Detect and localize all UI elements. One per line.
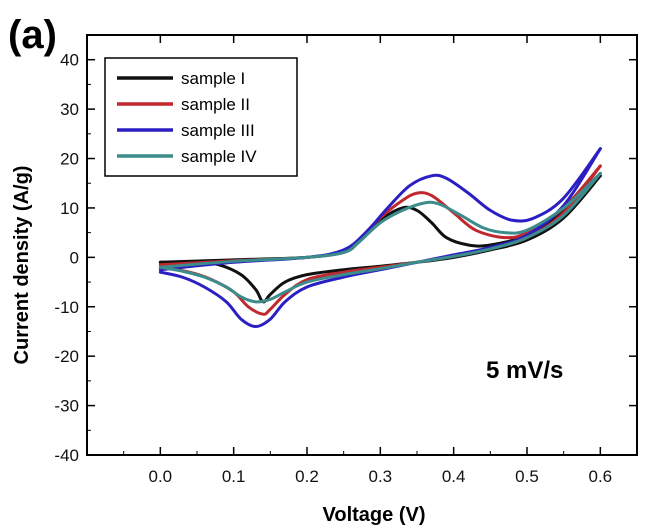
x-tick-label: 0.6 — [589, 467, 613, 486]
x-axis: 0.0 0.1 0.2 0.3 0.4 0.5 0.6 — [123, 35, 638, 486]
series-line-cathodic — [158, 171, 602, 304]
x-axis-title: Voltage (V) — [323, 504, 426, 526]
x-tick-label: 0.1 — [222, 467, 246, 486]
series-1 — [158, 174, 602, 304]
y-tick-label: -20 — [54, 347, 79, 366]
series-line-anodic — [158, 171, 602, 269]
series-group — [158, 147, 602, 329]
y-tick-label: 20 — [60, 150, 79, 169]
x-tick-label: 0.4 — [442, 467, 466, 486]
plot-frame — [86, 34, 638, 456]
series-2 — [158, 164, 602, 316]
series-line-cathodic — [158, 164, 602, 316]
legend-label: sample I — [181, 69, 245, 88]
x-tick-label: 0.2 — [295, 467, 319, 486]
plot-border — [86, 34, 638, 456]
y-tick-label: -40 — [54, 446, 79, 465]
legend-label: sample II — [181, 95, 250, 114]
x-tick-label: 0.5 — [515, 467, 539, 486]
x-tick-label: 0.0 — [149, 467, 173, 486]
y-tick-label: -30 — [54, 397, 79, 416]
legend-label: sample III — [181, 121, 255, 140]
x-tick-label: 0.3 — [369, 467, 393, 486]
panel-label: (a) — [8, 13, 57, 57]
y-tick-label: 0 — [70, 248, 79, 267]
y-tick-label: -10 — [54, 298, 79, 317]
y-axis: -40 -30 -20 -10 0 10 20 30 40 — [54, 34, 637, 465]
scan-rate-annotation: 5 mV/s — [486, 357, 563, 384]
legend-label: sample IV — [181, 147, 257, 166]
y-tick-label: 10 — [60, 199, 79, 218]
series-4 — [158, 171, 602, 304]
y-tick-label: 30 — [60, 100, 79, 119]
y-axis-title: Current density (A/g) — [11, 166, 33, 365]
y-tick-label: 40 — [60, 51, 79, 70]
series-line-cathodic — [158, 174, 602, 304]
legend: sample I sample II sample III sample IV — [104, 57, 298, 177]
